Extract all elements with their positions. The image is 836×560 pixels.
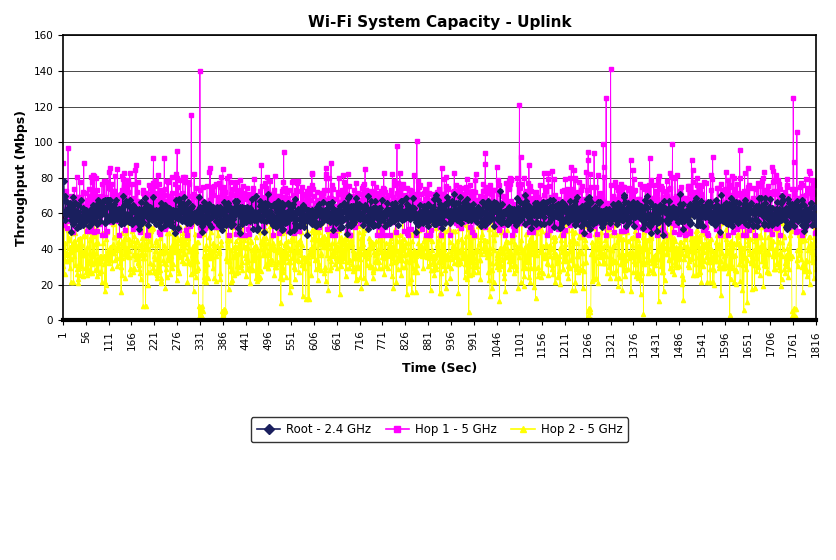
Hop 2 - 5 GHz [539,251,549,258]
Root - 2.4 GHz [59,178,69,185]
Root - 2.4 GHz [811,221,821,227]
Root - 2.4 GHz [774,206,784,213]
Line: Hop 2 - 5 GHz: Hop 2 - 5 GHz [61,199,818,323]
Root - 2.4 GHz [308,217,318,223]
Hop 2 - 5 GHz [58,263,68,269]
Root - 2.4 GHz [809,212,819,219]
Hop 2 - 5 GHz [191,273,201,280]
Hop 2 - 5 GHz [195,317,205,324]
Hop 1 - 5 GHz [58,159,68,166]
Y-axis label: Throughput (Mbps): Throughput (Mbps) [15,110,28,246]
Hop 2 - 5 GHz [811,255,821,262]
Hop 2 - 5 GHz [774,264,784,270]
Hop 1 - 5 GHz [539,170,549,177]
Hop 2 - 5 GHz [809,241,819,248]
Root - 2.4 GHz [58,198,68,204]
Hop 1 - 5 GHz [811,216,821,223]
Line: Root - 2.4 GHz: Root - 2.4 GHz [61,179,818,237]
Hop 1 - 5 GHz [191,194,201,201]
Hop 1 - 5 GHz [809,181,819,188]
Hop 2 - 5 GHz [111,198,121,204]
Root - 2.4 GHz [656,206,666,212]
Line: Hop 1 - 5 GHz: Hop 1 - 5 GHz [61,67,818,237]
X-axis label: Time (Sec): Time (Sec) [402,362,477,375]
Legend: Root - 2.4 GHz, Hop 1 - 5 GHz, Hop 2 - 5 GHz: Root - 2.4 GHz, Hop 1 - 5 GHz, Hop 2 - 5… [251,417,628,442]
Root - 2.4 GHz [191,215,201,222]
Root - 2.4 GHz [303,232,313,239]
Hop 1 - 5 GHz [774,209,784,216]
Root - 2.4 GHz [539,213,549,220]
Hop 1 - 5 GHz [308,181,318,188]
Hop 2 - 5 GHz [308,242,318,249]
Hop 1 - 5 GHz [98,231,108,238]
Hop 2 - 5 GHz [656,268,666,275]
Hop 1 - 5 GHz [656,184,666,191]
Hop 1 - 5 GHz [605,66,615,73]
Title: Wi-Fi System Capacity - Uplink: Wi-Fi System Capacity - Uplink [308,15,571,30]
